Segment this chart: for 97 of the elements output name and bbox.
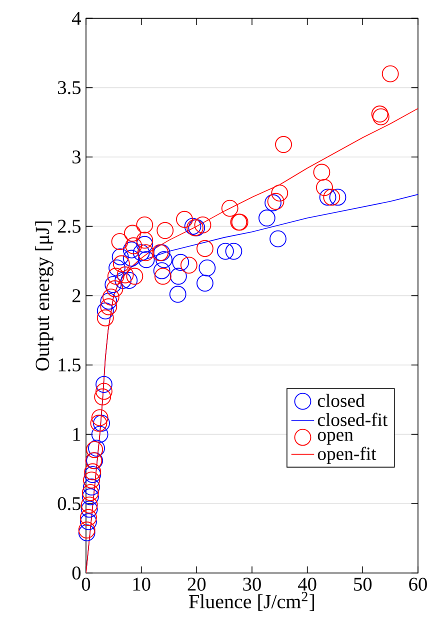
legend-label: open-fit bbox=[318, 446, 376, 464]
point bbox=[78, 522, 96, 538]
x-tick-label: 30 bbox=[243, 578, 261, 591]
x-tick-label: 50 bbox=[354, 578, 372, 591]
point bbox=[100, 298, 118, 316]
point bbox=[176, 210, 193, 228]
point bbox=[111, 233, 128, 250]
point bbox=[154, 268, 172, 285]
point bbox=[169, 286, 186, 303]
point bbox=[83, 472, 100, 489]
point bbox=[94, 388, 112, 406]
x-tick-label: 0 bbox=[82, 578, 90, 591]
point bbox=[82, 488, 99, 506]
x-tick-label: 40 bbox=[298, 578, 316, 591]
point bbox=[271, 184, 288, 202]
y-tick-label: 1 bbox=[73, 428, 80, 441]
point bbox=[126, 268, 144, 285]
point bbox=[216, 242, 234, 260]
legend-label: closed-fit bbox=[318, 412, 388, 426]
point bbox=[96, 382, 112, 400]
point bbox=[112, 255, 130, 272]
point bbox=[100, 292, 118, 310]
x-tick-label: 60 bbox=[409, 578, 427, 591]
point bbox=[319, 188, 336, 206]
point bbox=[170, 268, 187, 285]
point bbox=[84, 463, 102, 480]
point bbox=[264, 194, 282, 212]
point bbox=[132, 244, 150, 262]
point bbox=[124, 224, 141, 242]
y-tick-label: 1.5 bbox=[58, 358, 81, 372]
point bbox=[136, 236, 154, 253]
point bbox=[122, 241, 140, 258]
point bbox=[80, 500, 98, 518]
point bbox=[96, 376, 112, 393]
x-tick-label: 20 bbox=[188, 578, 206, 591]
point bbox=[156, 222, 174, 239]
point bbox=[180, 256, 198, 274]
point bbox=[382, 65, 399, 82]
point bbox=[112, 248, 129, 266]
point bbox=[194, 216, 212, 234]
point bbox=[106, 280, 124, 298]
y-tick-label: 2.5 bbox=[58, 220, 81, 233]
point bbox=[91, 409, 108, 426]
point bbox=[120, 272, 138, 289]
y-tick-label: 0 bbox=[72, 566, 81, 580]
point bbox=[108, 259, 126, 276]
y-axis-title: Output energy [μJ] bbox=[35, 221, 54, 371]
y-tick-label: 3.5 bbox=[58, 81, 81, 94]
point bbox=[82, 484, 99, 502]
point bbox=[136, 232, 154, 249]
x-axis-title: Fluence [J/cm$^{2}$] bbox=[189, 592, 314, 611]
point bbox=[107, 268, 124, 285]
y-tick-label: 4 bbox=[72, 12, 81, 25]
point bbox=[258, 210, 276, 226]
point bbox=[153, 262, 170, 280]
x-tick-label: 10 bbox=[133, 578, 150, 591]
point bbox=[114, 272, 132, 289]
y-tick-label: 3 bbox=[72, 150, 81, 164]
point bbox=[198, 259, 216, 276]
point bbox=[122, 250, 140, 267]
point bbox=[116, 266, 134, 284]
y-tick-label: 2 bbox=[72, 289, 80, 302]
point bbox=[172, 254, 190, 271]
point bbox=[91, 426, 108, 443]
point bbox=[138, 251, 155, 268]
point bbox=[125, 237, 142, 254]
point bbox=[329, 188, 346, 206]
point bbox=[80, 509, 97, 526]
point bbox=[104, 276, 122, 294]
point bbox=[78, 524, 96, 542]
legend-label: closed bbox=[318, 394, 365, 407]
point bbox=[156, 251, 172, 268]
point bbox=[270, 230, 286, 248]
point bbox=[84, 466, 102, 484]
point bbox=[323, 188, 340, 206]
point bbox=[196, 240, 214, 257]
point bbox=[267, 192, 284, 210]
point bbox=[221, 200, 238, 217]
point bbox=[275, 136, 292, 153]
point bbox=[372, 108, 390, 126]
point bbox=[137, 244, 154, 262]
point bbox=[316, 179, 333, 196]
point bbox=[136, 216, 154, 234]
point bbox=[196, 274, 214, 292]
point bbox=[96, 302, 114, 320]
point bbox=[96, 309, 114, 326]
point bbox=[90, 414, 108, 432]
legend-label: open bbox=[318, 432, 354, 445]
point bbox=[83, 478, 100, 496]
point bbox=[102, 288, 120, 306]
y-tick-label: 0.5 bbox=[58, 497, 81, 510]
point bbox=[80, 496, 98, 514]
point bbox=[313, 164, 330, 181]
point bbox=[225, 242, 242, 260]
point bbox=[371, 106, 388, 122]
point bbox=[93, 414, 110, 432]
point bbox=[80, 513, 97, 530]
